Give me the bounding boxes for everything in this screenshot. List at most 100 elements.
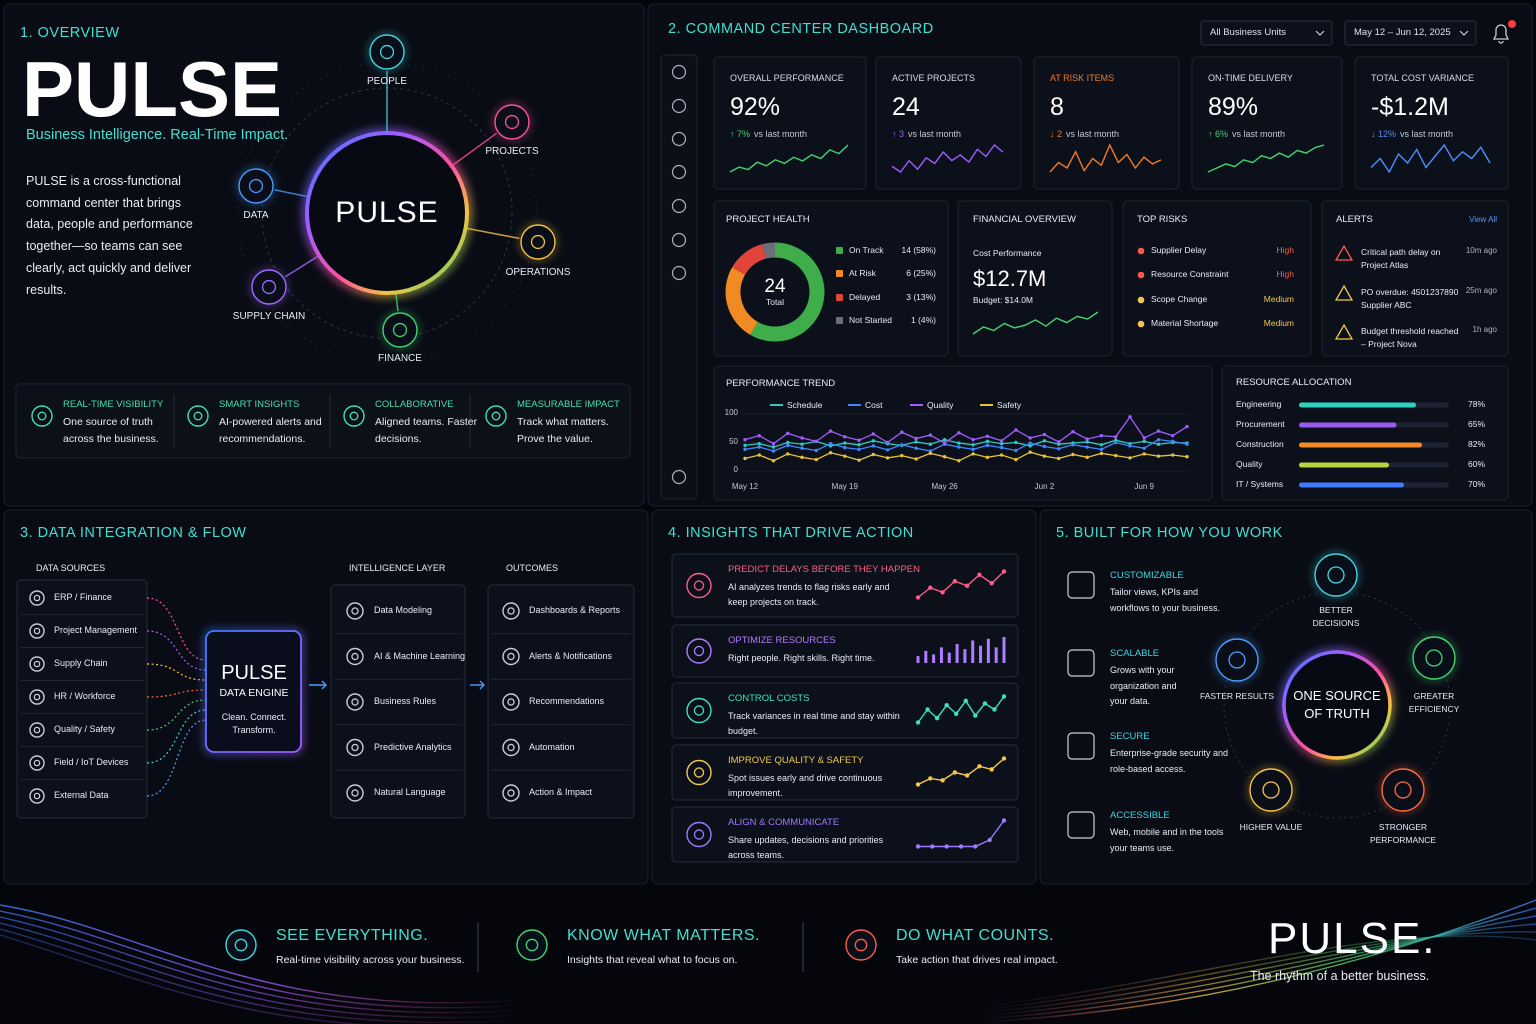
project-health-card xyxy=(713,200,949,357)
risk-name: Supplier Delay xyxy=(1151,245,1207,255)
node-icon xyxy=(382,312,418,348)
financial-value: $12.7M xyxy=(973,266,1047,291)
source-icon-core xyxy=(33,726,41,734)
footer-wave xyxy=(979,907,1536,1020)
footer-slogan: The rhythm of a better business. xyxy=(1250,969,1430,983)
spark-point xyxy=(1001,818,1007,823)
layer-icon xyxy=(502,738,520,757)
trend-point xyxy=(957,431,961,435)
risk-dot xyxy=(1137,320,1145,328)
flow-connector xyxy=(146,709,207,764)
benefit-label: GREATER EFFICIENCY xyxy=(1408,691,1460,714)
sources-box xyxy=(16,579,148,819)
trend-point xyxy=(771,445,776,449)
filter-dropdown xyxy=(1344,20,1477,46)
performance-trend-card xyxy=(713,365,1213,501)
spark-bar xyxy=(947,652,951,663)
spark-point xyxy=(992,707,997,712)
sidebar-icon xyxy=(671,64,687,80)
trend-point xyxy=(999,445,1004,450)
spark-point xyxy=(928,776,933,781)
footer-wave xyxy=(979,935,1536,1008)
spark-bar xyxy=(924,650,928,663)
footer-wave xyxy=(979,931,1536,1011)
source-label: Project Management xyxy=(54,625,138,635)
spark-bar xyxy=(932,654,936,663)
layer-label: Dashboards & Reports xyxy=(529,605,621,615)
sidebar-icon xyxy=(671,198,687,214)
trend-point xyxy=(900,453,904,458)
trend-point xyxy=(928,433,933,437)
column-title: OUTCOMES xyxy=(506,563,559,573)
legend-label: At Risk xyxy=(849,268,876,278)
risk-level: Medium xyxy=(1263,318,1294,328)
engine-subtitle: DATA ENGINE xyxy=(219,687,289,699)
layer-label: Business Rules xyxy=(374,696,437,706)
trend-point xyxy=(914,457,918,461)
trend-line xyxy=(744,438,1188,448)
trend-point xyxy=(971,452,975,456)
spark-point xyxy=(944,702,949,708)
node-label: FINANCE xyxy=(378,353,422,364)
kpi-label: ACTIVE PROJECTS xyxy=(892,73,976,83)
kpi-label: OVERALL PERFORMANCE xyxy=(730,73,844,83)
node-label: PROJECTS xyxy=(485,146,539,157)
kpi-compare: vs last month xyxy=(754,129,808,139)
source-icon xyxy=(29,722,45,738)
trend-point xyxy=(1014,440,1018,445)
sparkline xyxy=(1049,143,1162,173)
trend-point xyxy=(786,443,790,448)
risk-dot xyxy=(1137,247,1145,255)
flow-connector xyxy=(146,630,207,671)
insight-card xyxy=(671,744,1019,801)
legend-label: Quality xyxy=(927,400,954,410)
node-icon-core xyxy=(530,234,546,250)
benefit-icon-core xyxy=(1228,651,1246,669)
layer-icon-core xyxy=(507,698,515,706)
donut-segment xyxy=(732,244,767,276)
section-heading: 5. BUILT FOR HOW YOU WORK xyxy=(1056,525,1283,541)
trend-point xyxy=(786,440,790,445)
bar-label: Quality xyxy=(1236,459,1263,469)
alert-text: Critical path delay on Project Atlas xyxy=(1361,247,1441,270)
kpi-card xyxy=(1033,56,1180,190)
risk-level: High xyxy=(1276,269,1294,279)
legend-value: 3 (13%) xyxy=(906,292,936,302)
feature-icon xyxy=(1067,649,1095,677)
layer-icon-core xyxy=(351,698,359,706)
layer-icon xyxy=(502,647,520,666)
kpi-compare: vs last month xyxy=(1232,129,1286,139)
benefit-icon xyxy=(1381,768,1425,812)
sidebar-icon xyxy=(671,98,687,114)
insight-icon xyxy=(686,697,712,724)
trend-point xyxy=(1142,436,1146,440)
trend-point xyxy=(800,455,804,460)
view-all-link[interactable]: View All xyxy=(1469,215,1497,224)
trend-point xyxy=(957,441,961,445)
risk-dot xyxy=(1137,271,1145,279)
kpi-card xyxy=(1354,56,1509,190)
spark-point xyxy=(964,773,970,778)
legend-swatch xyxy=(836,317,843,324)
trend-point xyxy=(1028,450,1032,454)
trend-point xyxy=(786,452,790,456)
trend-point xyxy=(800,446,804,450)
trend-point xyxy=(771,449,776,453)
layer-icon-core xyxy=(507,789,515,797)
legend-swatch xyxy=(836,294,843,301)
top-risks-card xyxy=(1122,200,1312,357)
trend-point xyxy=(828,451,833,455)
trend-point xyxy=(1185,455,1189,459)
trend-point xyxy=(1128,456,1132,460)
footer-title: SEE EVERYTHING. xyxy=(276,927,429,944)
trend-point xyxy=(885,456,890,460)
trend-point xyxy=(914,436,918,441)
trend-point xyxy=(1071,429,1075,434)
alert-icon xyxy=(1334,284,1354,301)
sidebar-icon xyxy=(671,131,687,147)
notification-dot xyxy=(1508,20,1516,28)
trend-point xyxy=(1156,429,1161,433)
benefit-icon-core xyxy=(1327,566,1345,584)
trend-point xyxy=(900,430,904,434)
footer-icon-core xyxy=(854,938,868,952)
